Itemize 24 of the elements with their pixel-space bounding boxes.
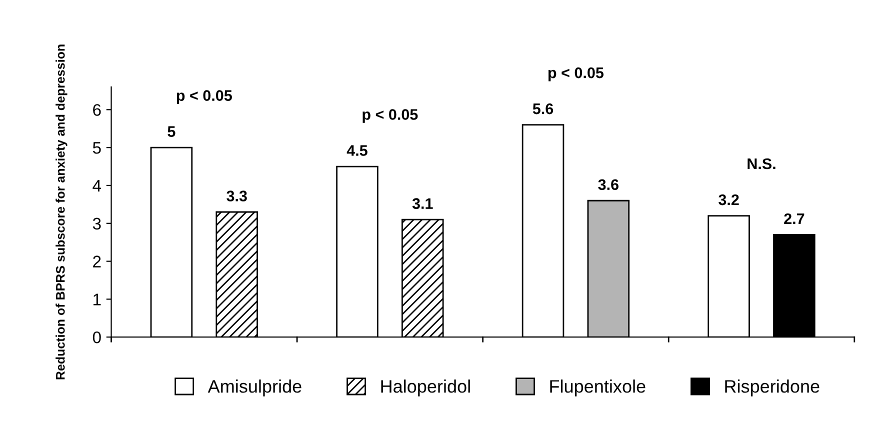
- y-axis-title: Reduction of BPRS subscore for anxiety and depression: [56, 44, 68, 380]
- annotation: p < 0.05: [362, 109, 418, 123]
- y-tick-label: 6: [93, 104, 101, 116]
- data-label: 5.6: [532, 103, 554, 114]
- y-tick-label: 0: [92, 331, 101, 344]
- legend-label: Haloperidol: [381, 380, 470, 396]
- data-label: 3.1: [412, 198, 433, 209]
- data-label: 3.3: [226, 190, 247, 202]
- data-label: 3.2: [718, 194, 739, 206]
- legend-label: Amisulpride: [208, 380, 302, 396]
- y-tick-label: 2: [93, 256, 101, 268]
- annotation: N.S.: [748, 158, 776, 170]
- y-tick-label: 4: [92, 180, 102, 192]
- data-label: 5: [168, 126, 176, 137]
- y-tick-label: 5: [92, 142, 101, 154]
- data-label: 3.6: [598, 179, 618, 190]
- legend-label: Risperidone: [725, 380, 820, 396]
- data-label: 4.5: [346, 145, 368, 156]
- y-tick-label: 1: [94, 294, 101, 306]
- legend-label: Flupentixole: [550, 380, 646, 396]
- y-tick-label: 3: [92, 218, 101, 230]
- annotation: p < 0.05: [176, 90, 232, 104]
- data-label: 2.7: [784, 213, 804, 224]
- text: p < 0.05: [548, 67, 604, 82]
